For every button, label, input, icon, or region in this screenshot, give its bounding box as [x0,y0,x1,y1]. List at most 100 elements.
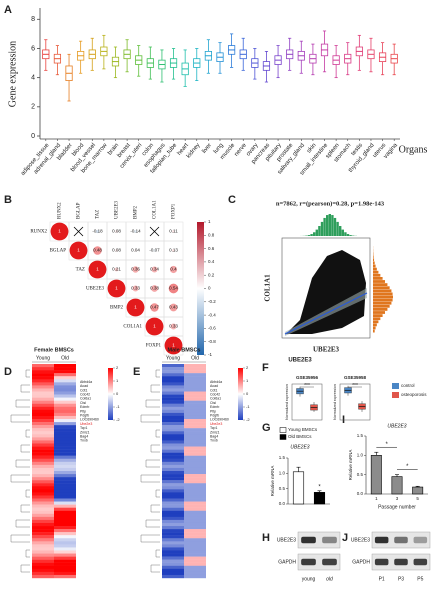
corr-value: 1 [96,267,99,272]
panel-label: E [133,366,140,378]
heatmap-cell [184,440,206,444]
y-tick-label: 1.0 [357,453,364,458]
corr-value: -0.18 [92,229,103,234]
heatmap-cell [162,428,184,432]
heatmap-cell [32,568,54,573]
corr-value: 0.4 [170,267,177,272]
gene-label: LOC690460 [210,418,229,422]
gene-label: Zmiz1 [210,430,220,434]
histogram-bar [331,215,334,236]
histogram-bar [373,329,375,333]
blot-band [322,558,337,566]
corr-circle [134,249,137,252]
heatmap-cell [32,452,54,456]
heatmap-cell [162,522,184,527]
heatmap-cell [184,574,206,579]
heatmap-cell [54,440,76,444]
heatmap-cell [54,565,76,570]
y-axis-label: Normalized expression [333,384,337,420]
heatmap-cell [54,522,76,527]
corr-circle [170,323,177,330]
heatmap-cell [54,415,76,420]
chart-title: UBE2E3 [288,358,312,364]
y-tick-label: 1.0 [279,471,286,476]
corr-circle [115,230,118,233]
gene-label: Ube2e3 [210,422,222,426]
gene-label: Pdgfb [80,414,89,418]
heatmap-cell [32,556,54,560]
legend-swatch [279,427,287,433]
blot-frame [297,553,341,571]
histogram-bar [373,314,383,317]
histogram-bar [373,298,393,302]
heatmap-cell [184,431,206,435]
colorbar [238,368,243,420]
gene-label: LOC690460 [80,418,99,422]
heatmap-cell [32,443,54,447]
heatmap-cell [184,538,206,542]
heatmap-cell [162,400,184,404]
heatmap-cell [54,480,76,484]
heatmap-cell [32,541,54,545]
legend-label: Young BMSCs [288,427,318,432]
corr-value: -0.07 [149,248,160,253]
corr-circle [50,222,69,241]
x-tick-label: vagina [383,142,399,160]
colorbar-label: 2 [246,365,249,370]
heatmap-cell [54,571,76,576]
heatmap-cell [162,526,184,530]
heatmap-cell [184,550,206,554]
corr-circle [115,249,118,252]
heatmap-cell [54,495,76,499]
heatmap-cell [54,403,76,407]
heatmap-cell [162,480,184,484]
heatmap-cell [162,574,184,579]
heatmap-cell [54,370,76,374]
heatmap-cell [162,388,184,392]
heatmap-cell [162,385,184,389]
heatmap-cell [184,480,206,484]
y-axis-label: Normalized expression [285,384,289,420]
heatmap-cell [162,440,184,444]
heatmap-cell [32,376,54,380]
heatmap-cell [162,415,184,420]
heatmap-cell [32,461,54,466]
column-label: COL1A1 [153,200,158,219]
histogram-bar [373,301,392,305]
heatmap-cell [162,547,184,551]
heatmap-cell [184,547,206,551]
chart-title: UBE2E3 [290,444,309,450]
heatmap-cell [162,364,184,368]
heatmap-cell [184,474,206,478]
panel-label: J [342,532,348,544]
panel-label: A [4,4,12,16]
colorbar [197,222,204,355]
heatmap-cell [32,504,54,508]
heatmap-cell [32,455,54,459]
corr-circle [132,285,139,292]
blot-band [374,536,389,544]
heatmap-cell [162,434,184,438]
heatmap-cell [162,443,184,447]
corr-value: 1 [134,305,137,310]
heatmap-cell [54,516,76,521]
heatmap-cell [184,461,206,466]
histogram-bar [344,232,347,236]
heatmap-cell [32,467,54,472]
heatmap-cell [162,425,184,429]
blot-band [322,536,337,544]
corr-value: 0.04 [131,248,140,253]
heatmap-cell [54,547,76,551]
heatmap-cell [162,406,184,411]
heatmap-cell [32,434,54,438]
corr-circle [172,230,175,233]
corr-circle [114,267,119,272]
heatmap-cell [32,449,54,453]
heatmap-title: Female BMSCs [34,347,74,353]
colorbar-label: 0.8 [208,232,215,237]
gene-label: Ube2e3 [80,422,92,426]
gene-label: Tnxb [210,439,218,443]
heatmap-cell [54,382,76,386]
heatmap-cell [32,553,54,557]
point-cloud [286,250,366,334]
